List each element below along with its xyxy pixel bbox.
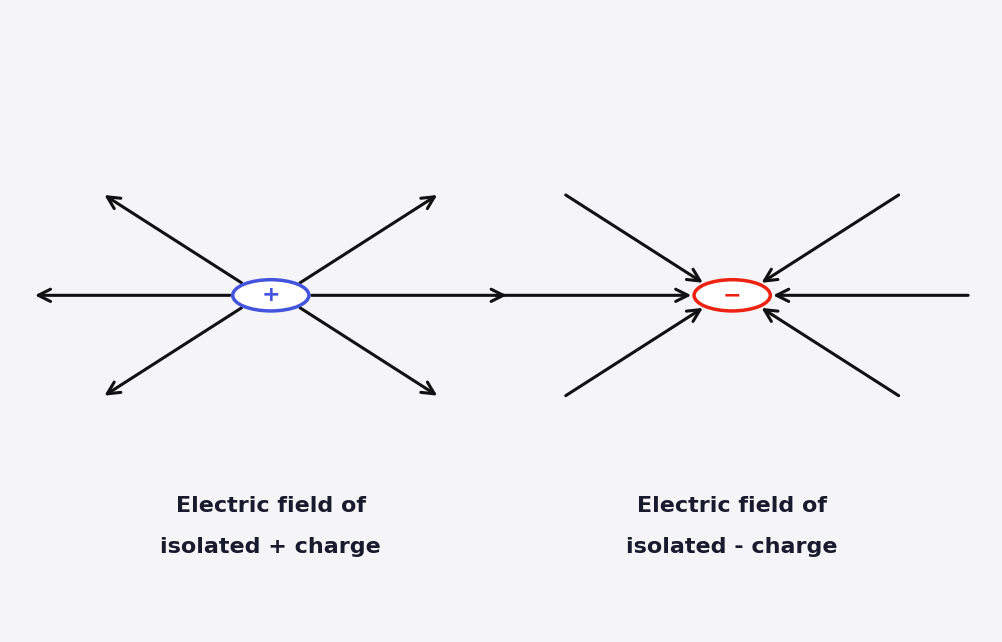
Text: −: − (722, 285, 740, 306)
Text: Electric field of: Electric field of (636, 496, 827, 516)
Text: +: + (262, 285, 280, 306)
Text: isolated + charge: isolated + charge (160, 537, 381, 557)
Text: isolated - charge: isolated - charge (626, 537, 837, 557)
Text: Electric field of: Electric field of (175, 496, 366, 516)
Ellipse shape (693, 280, 770, 311)
Ellipse shape (232, 280, 309, 311)
